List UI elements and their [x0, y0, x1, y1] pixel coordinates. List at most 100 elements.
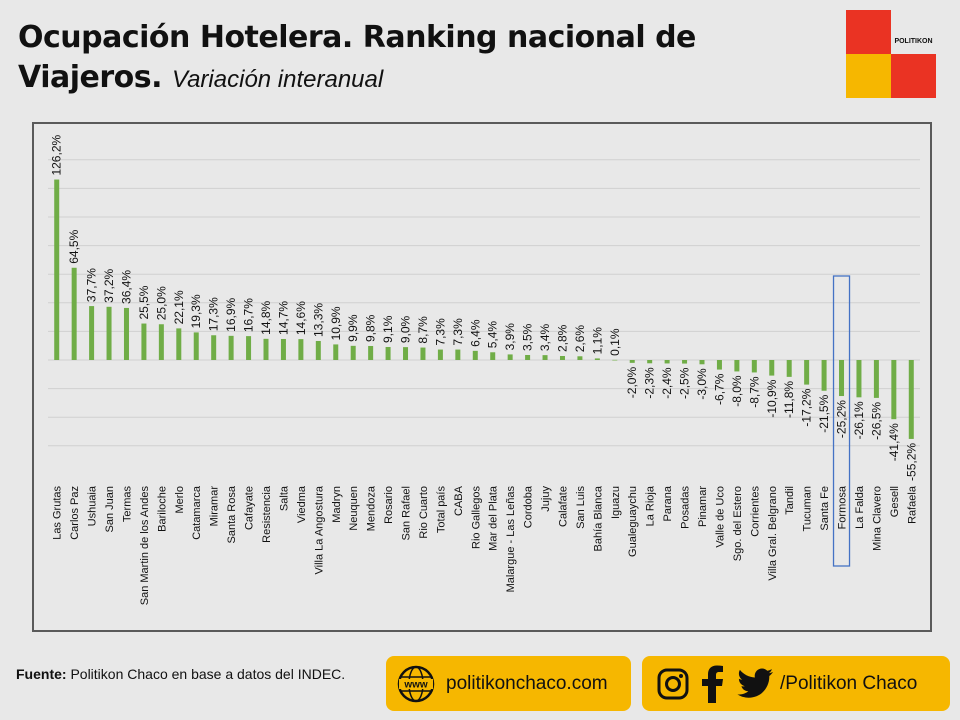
data-label: -21,5%	[817, 394, 831, 432]
bar	[315, 340, 321, 360]
bar	[525, 354, 531, 360]
bar	[821, 360, 827, 391]
source-text: Politikon Chaco en base a datos del INDE…	[66, 666, 346, 682]
politikon-logo: POLITIKON	[846, 10, 936, 98]
data-label: -8,7%	[747, 376, 761, 408]
category-label: Merlo	[174, 486, 186, 514]
category-label: La Rioja	[645, 485, 657, 526]
bar	[647, 360, 653, 364]
bar	[403, 347, 409, 360]
bar	[716, 360, 722, 370]
bar	[298, 339, 304, 360]
bar	[420, 347, 426, 360]
category-label: Cafayate	[244, 486, 256, 530]
website-link[interactable]: politikonchaco.com	[446, 672, 608, 694]
category-label: Madryn	[331, 486, 343, 523]
bar	[350, 345, 356, 360]
bar	[211, 335, 217, 360]
category-label: Pinamar	[697, 486, 709, 527]
data-label: 36,4%	[119, 270, 133, 304]
data-label: -8,0%	[730, 375, 744, 407]
category-label: Sgo. del Estero	[732, 486, 744, 561]
category-label: Villa Gral. Belgrano	[767, 486, 779, 581]
category-label: Corrientes	[749, 486, 761, 537]
category-label: San Luis	[575, 486, 587, 529]
data-label: 16,9%	[224, 297, 238, 331]
data-label: 37,2%	[102, 268, 116, 302]
bar	[263, 338, 269, 360]
data-label: -2,5%	[678, 367, 692, 399]
category-label: Valle de Uco	[714, 486, 726, 548]
bar	[89, 306, 95, 360]
data-label: 0,1%	[608, 328, 622, 356]
bar	[577, 356, 583, 360]
data-label: 14,6%	[294, 301, 308, 335]
category-label: Carlos Paz	[69, 486, 81, 540]
bar	[908, 360, 914, 439]
logo-red-square-right	[891, 54, 936, 98]
bar	[629, 360, 635, 363]
data-label: 2,6%	[573, 325, 587, 353]
facebook-icon[interactable]	[700, 665, 724, 703]
bar	[158, 324, 164, 360]
data-label: 13,3%	[311, 303, 325, 337]
bar	[246, 336, 252, 360]
data-label: -10,9%	[765, 379, 779, 417]
category-label: Termas	[121, 486, 133, 523]
data-label: 10,9%	[329, 306, 343, 340]
bar-chart: 126,2% Las Grutas 64,5% Carlos Paz 37,7% Ushu…	[48, 135, 920, 605]
bar	[507, 354, 513, 360]
bar	[333, 344, 339, 360]
highlight-box	[832, 275, 851, 567]
instagram-icon[interactable]	[656, 667, 690, 701]
bar	[123, 307, 129, 360]
data-label: -41,4%	[887, 423, 901, 461]
bar	[385, 346, 391, 360]
category-label: Villa La Angostura	[313, 485, 325, 574]
data-label: -6,7%	[712, 373, 726, 405]
category-label: Miramar	[209, 486, 221, 527]
bar	[71, 267, 77, 360]
data-label: 14,7%	[276, 301, 290, 335]
data-label: -2,3%	[643, 367, 657, 399]
social-handle[interactable]: /Politikon Chaco	[780, 672, 918, 694]
data-label: -17,2%	[800, 388, 814, 426]
website-pill[interactable]: www politikonchaco.com	[386, 656, 631, 711]
chart-frame: 126,2% Las Grutas 64,5% Carlos Paz 37,7% Ushu…	[32, 122, 932, 632]
bar	[228, 335, 234, 360]
bar	[839, 360, 845, 397]
category-label: Mar del Plata	[488, 485, 500, 551]
bar	[455, 349, 461, 360]
bar	[699, 360, 705, 365]
data-label: 37,7%	[85, 268, 99, 302]
bar	[280, 338, 286, 360]
bar	[804, 360, 810, 385]
data-label: 9,0%	[399, 315, 413, 343]
bar	[664, 360, 670, 364]
bar	[873, 360, 879, 398]
category-label: Mina Clavero	[871, 486, 883, 551]
category-label: Neuquen	[348, 486, 360, 531]
category-label: Las Grutas	[52, 486, 64, 540]
bar	[106, 306, 112, 360]
bar	[786, 360, 792, 377]
bar	[559, 355, 565, 360]
twitter-icon[interactable]	[736, 668, 774, 700]
category-label: Rafaela	[906, 485, 918, 524]
bar	[542, 355, 548, 360]
logo-text: POLITIKON	[894, 38, 933, 45]
data-label: 126,2%	[50, 135, 64, 176]
bar	[682, 360, 688, 364]
data-label: 1,1%	[590, 327, 604, 355]
category-label: Parana	[662, 485, 674, 521]
category-label: Formosa	[837, 485, 849, 529]
data-label: 64,5%	[67, 229, 81, 263]
data-label: 7,3%	[433, 318, 447, 346]
bar	[891, 360, 897, 420]
bar	[141, 323, 147, 360]
title-subtitle: Variación interanual	[171, 66, 384, 93]
category-label: Rosario	[383, 486, 395, 524]
category-label: San Rafael	[401, 486, 413, 540]
social-pill[interactable]: /Politikon Chaco	[642, 656, 950, 711]
bar	[54, 179, 60, 360]
